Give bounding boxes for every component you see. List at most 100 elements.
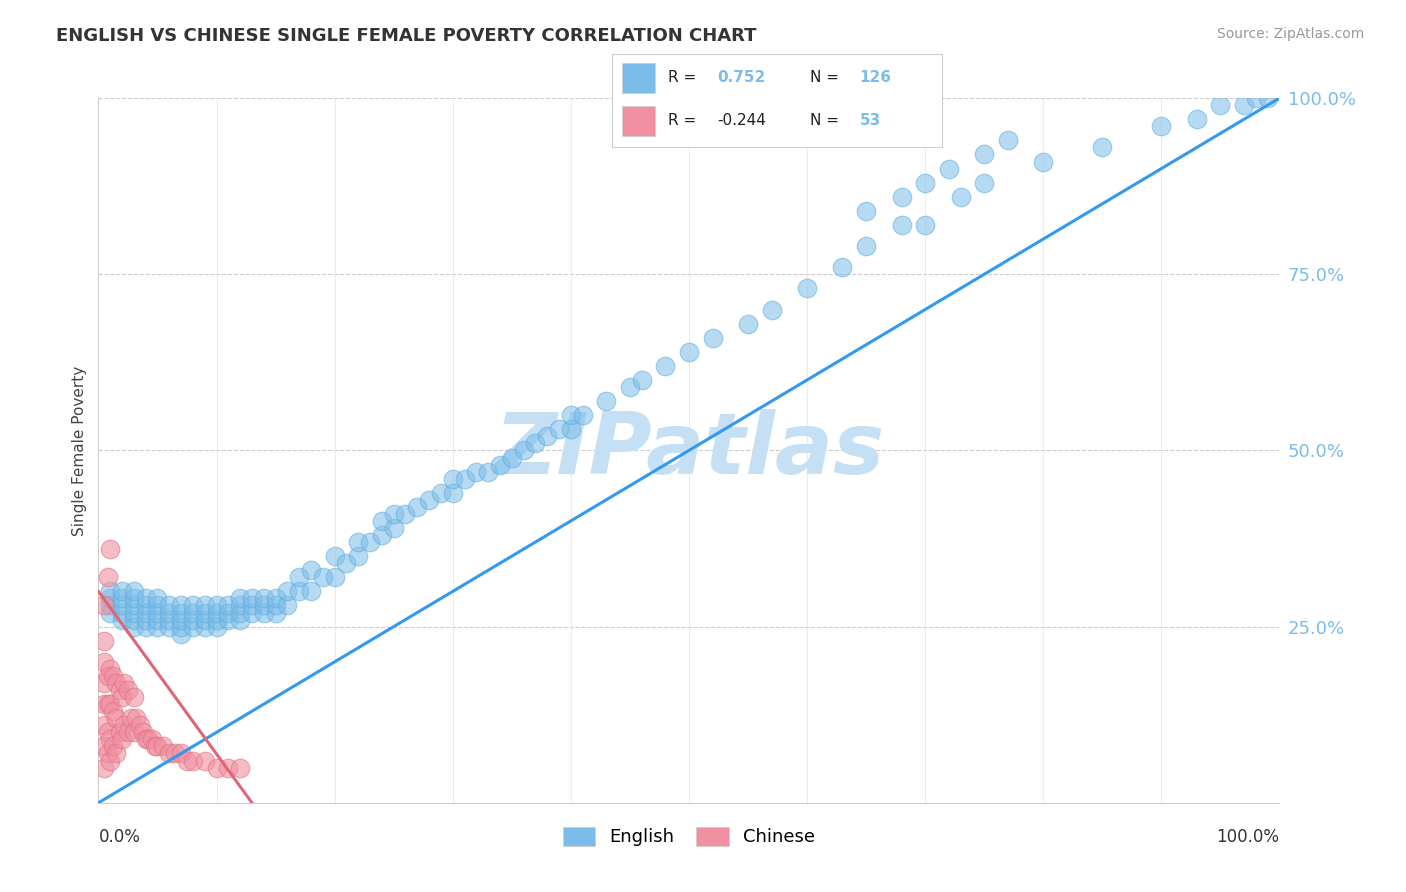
Point (441, 472, 464, 486)
Point (253, 599, 276, 613)
Point (122, 591, 145, 606)
Point (170, 747, 193, 761)
Point (560, 422, 582, 436)
Point (312, 570, 335, 584)
Point (323, 549, 346, 564)
Point (595, 394, 617, 409)
Text: ENGLISH VS CHINESE SINGLE FEMALE POVERTY CORRELATION CHART: ENGLISH VS CHINESE SINGLE FEMALE POVERTY… (56, 27, 756, 45)
Point (571, 408, 593, 422)
Point (855, 203, 877, 218)
Point (93, 655, 115, 669)
Text: 53: 53 (859, 113, 880, 128)
Point (157, 599, 180, 613)
Point (157, 619, 180, 633)
Point (146, 613, 169, 627)
Point (157, 747, 180, 761)
Point (93, 697, 115, 711)
Point (240, 591, 263, 606)
Point (489, 458, 512, 472)
Point (831, 260, 853, 275)
Point (430, 485, 453, 500)
Point (347, 549, 370, 564)
Point (205, 613, 228, 627)
Point (98, 542, 121, 557)
Point (97, 570, 120, 584)
Point (288, 584, 311, 599)
Point (240, 599, 263, 613)
Point (121, 711, 143, 725)
Point (170, 613, 193, 627)
Text: 0.752: 0.752 (717, 70, 766, 86)
Point (181, 754, 204, 768)
Point (98, 662, 121, 676)
Point (146, 591, 169, 606)
Point (93, 676, 115, 690)
Point (135, 732, 157, 747)
Point (98, 584, 121, 599)
Point (143, 739, 166, 754)
Point (678, 344, 700, 359)
Point (264, 591, 287, 606)
Point (536, 429, 558, 443)
Point (112, 718, 135, 732)
Point (105, 747, 128, 761)
Point (111, 606, 134, 620)
Point (229, 599, 252, 613)
Point (170, 626, 193, 640)
Point (97, 725, 120, 739)
Point (1150, 120, 1173, 134)
Point (98, 606, 121, 620)
Point (98, 591, 121, 606)
Y-axis label: Single Female Poverty: Single Female Poverty (72, 366, 87, 535)
Point (194, 619, 217, 633)
Point (111, 613, 134, 627)
Point (501, 450, 523, 465)
Point (152, 739, 174, 754)
Text: Source: ZipAtlas.com: Source: ZipAtlas.com (1216, 27, 1364, 41)
Point (194, 606, 217, 620)
Point (560, 408, 582, 422)
Text: 100.0%: 100.0% (1216, 828, 1279, 846)
Point (299, 563, 322, 577)
Text: 0.0%: 0.0% (98, 828, 141, 846)
Point (205, 619, 228, 633)
Point (122, 690, 145, 705)
FancyBboxPatch shape (612, 54, 942, 147)
Point (97, 669, 120, 683)
Point (997, 133, 1019, 147)
Point (253, 591, 276, 606)
Point (453, 472, 475, 486)
Point (1244, 91, 1267, 105)
Point (122, 599, 145, 613)
Point (890, 190, 912, 204)
Point (276, 584, 298, 599)
Point (194, 613, 217, 627)
Point (1185, 112, 1208, 127)
Point (105, 676, 128, 690)
Point (548, 422, 571, 436)
Point (914, 176, 936, 190)
Point (217, 760, 239, 774)
Point (737, 317, 759, 331)
Point (101, 739, 124, 754)
Point (855, 239, 877, 253)
Point (108, 683, 131, 698)
Point (122, 606, 145, 620)
Text: ZIPatlas: ZIPatlas (494, 409, 884, 492)
Point (524, 436, 547, 450)
Point (441, 485, 464, 500)
Point (135, 591, 157, 606)
Point (122, 619, 145, 633)
Point (112, 676, 135, 690)
Text: R =: R = (668, 113, 696, 128)
Point (229, 613, 252, 627)
Point (170, 599, 193, 613)
Point (93, 760, 115, 774)
Point (973, 176, 995, 190)
Point (135, 613, 157, 627)
Point (125, 711, 148, 725)
Point (418, 492, 440, 507)
Point (111, 732, 134, 747)
Legend: English, Chinese: English, Chinese (555, 820, 823, 854)
Point (194, 599, 217, 613)
